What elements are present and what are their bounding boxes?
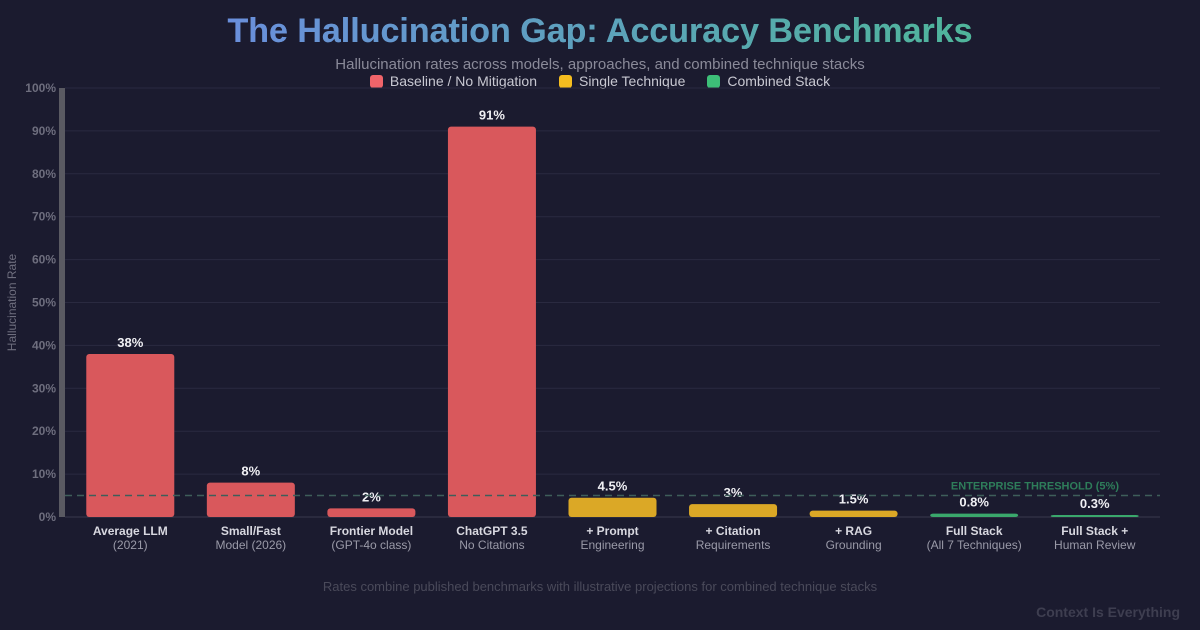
y-tick-label: 30% (32, 381, 56, 395)
data-label: 8% (241, 464, 260, 479)
threshold-label: ENTERPRISE THRESHOLD (5%) (951, 481, 1119, 493)
data-label: 4.5% (598, 479, 628, 494)
data-label: 91% (479, 108, 505, 123)
data-label: 2% (362, 489, 381, 504)
x-tick-label: + Citation (706, 524, 761, 538)
x-tick-label: Average LLM (93, 524, 168, 538)
x-tick-sublabel: (All 7 Techniques) (927, 538, 1022, 552)
y-tick-label: 10% (32, 467, 56, 481)
bar (930, 513, 1019, 517)
y-tick-label: 0% (39, 510, 57, 524)
footnote: Rates combine published benchmarks with … (322, 579, 878, 594)
data-label: 0.3% (1080, 496, 1110, 511)
y-tick-label: 100% (25, 81, 56, 95)
y-tick-label: 50% (32, 296, 56, 310)
x-tick-label: Full Stack + (1061, 524, 1128, 538)
y-axis-line (59, 88, 65, 517)
bar (86, 353, 175, 517)
y-tick-label: 70% (32, 210, 56, 224)
bar (809, 510, 898, 517)
x-tick-sublabel: Model (2026) (215, 538, 286, 552)
y-tick-label: 80% (32, 167, 56, 181)
data-label: 0.8% (959, 495, 989, 510)
x-tick-sublabel: Engineering (580, 538, 644, 552)
chart-title: The Hallucination Gap: Accuracy Benchmar… (0, 12, 1200, 51)
y-tick-label: 40% (32, 338, 56, 352)
legend-item-combined: Combined Stack (707, 73, 830, 89)
x-tick-label: ChatGPT 3.5 (456, 524, 528, 538)
bar (689, 504, 778, 517)
data-label: 1.5% (839, 492, 869, 507)
x-tick-sublabel: Requirements (696, 538, 771, 552)
y-tick-label: 20% (32, 424, 56, 438)
y-tick-label: 90% (32, 124, 56, 138)
data-label: 38% (117, 335, 143, 350)
y-axis-label: Hallucination Rate (5, 253, 19, 351)
bar (206, 482, 295, 517)
bar (327, 508, 416, 517)
legend-swatch (369, 74, 383, 88)
x-tick-sublabel: Human Review (1054, 538, 1136, 552)
y-tick-label: 60% (32, 253, 56, 267)
x-tick-label: Full Stack (946, 524, 1003, 538)
x-tick-sublabel: No Citations (459, 538, 524, 552)
x-tick-sublabel: (2021) (113, 538, 148, 552)
chart-subtitle: Hallucination rates across models, appro… (335, 56, 865, 73)
x-tick-sublabel: Grounding (826, 538, 882, 552)
x-tick-sublabel: (GPT-4o class) (331, 538, 411, 552)
x-tick-label: + RAG (835, 524, 872, 538)
bar (568, 497, 657, 517)
legend-item-baseline: Baseline / No Mitigation (369, 73, 537, 89)
x-tick-label: + Prompt (586, 524, 638, 538)
legend-item-single: Single Technique (558, 73, 685, 89)
legend-swatch (558, 74, 572, 88)
x-tick-label: Frontier Model (330, 524, 413, 538)
bar (447, 126, 536, 518)
data-label: 3% (724, 485, 743, 500)
legend-swatch (707, 74, 721, 88)
x-tick-label: Small/Fast (221, 524, 281, 538)
bar (1050, 515, 1139, 517)
brand-watermark: Context Is Everything (1036, 604, 1180, 620)
legend: Baseline / No Mitigation Single Techniqu… (0, 73, 1200, 89)
